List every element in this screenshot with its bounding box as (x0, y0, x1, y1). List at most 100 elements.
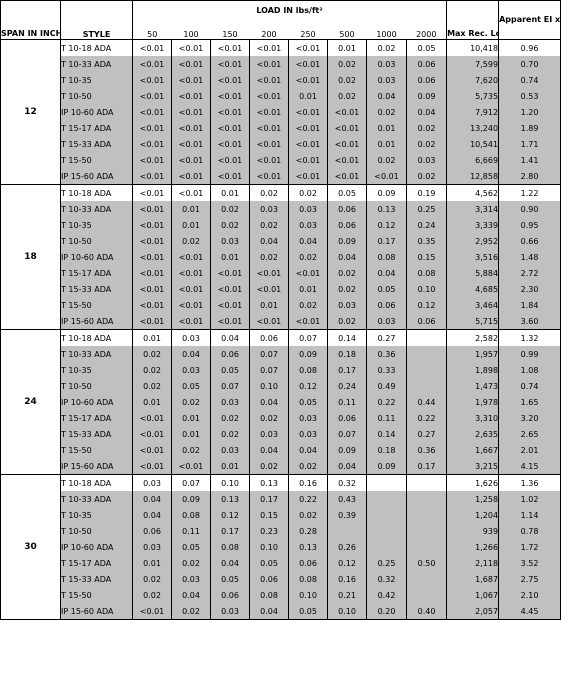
deflection-cell: 0.02 (288, 297, 328, 313)
style-cell: IP 15-60 ADA (60, 603, 133, 620)
deflection-cell: 0.12 (366, 217, 407, 233)
load-header: LOAD IN lbs/ft² (131, 0, 448, 20)
deflection-cell: 0.02 (366, 39, 407, 56)
deflection-cell (405, 539, 448, 555)
deflection-cell: 0.07 (171, 474, 211, 491)
deflection-cell: 0.04 (249, 394, 289, 410)
style-cell: T 10-18 ADA (60, 184, 133, 201)
apparent-ei-cell: 1.41 (498, 152, 562, 168)
deflection-cell: 0.03 (288, 410, 328, 426)
style-cell: IP 10-60 ADA (60, 394, 133, 410)
deflection-cell: 0.02 (327, 265, 367, 281)
deflection-cell: <0.01 (288, 56, 328, 72)
deflection-cell: <0.01 (288, 152, 328, 168)
max-rec-load-cell: 10,541 (446, 136, 500, 152)
style-cell: T 15-17 ADA (60, 120, 133, 136)
deflection-cell: 0.05 (210, 362, 250, 378)
deflection-cell: 0.20 (366, 603, 407, 620)
deflection-cell: 0.49 (366, 378, 407, 394)
deflection-cell: 0.39 (327, 507, 367, 523)
deflection-cell: <0.01 (171, 168, 211, 185)
deflection-cell: 0.07 (288, 329, 328, 346)
header-row-top: SPAN IN INCHES STYLE LOAD IN lbs/ft² Max… (0, 0, 562, 40)
deflection-cell: 0.02 (288, 458, 328, 475)
apparent-ei-cell: 2.30 (498, 281, 562, 297)
deflection-cell: 0.03 (249, 426, 289, 442)
deflection-cell: <0.01 (171, 104, 211, 120)
deflection-cell: <0.01 (249, 120, 289, 136)
max-rec-load-cell: 939 (446, 523, 500, 539)
table-row: T 15-50 <0.01 0.02 0.03 0.04 0.04 0.09 0.18 0.36… (1, 442, 562, 458)
apparent-ei-cell: 1.22 (498, 184, 562, 201)
deflection-cell: <0.01 (210, 297, 250, 313)
deflection-cell: 0.10 (210, 474, 250, 491)
deflection-cell: 0.44 (405, 394, 448, 410)
deflection-cell: 0.03 (249, 201, 289, 217)
load-column-header: 50 (132, 20, 172, 40)
deflection-cell: 0.16 (327, 571, 367, 587)
deflection-cell: 0.06 (132, 523, 172, 539)
deflection-cell: 0.06 (210, 587, 250, 603)
deflection-cell: 0.06 (288, 555, 328, 571)
max-rec-load-cell: 1,266 (446, 539, 500, 555)
deflection-cell: 0.17 (249, 491, 289, 507)
deflection-cell: 0.02 (366, 104, 407, 120)
max-rec-load-cell: 4,562 (446, 184, 500, 201)
deflection-cell: 0.02 (327, 56, 367, 72)
deflection-cell: <0.01 (249, 313, 289, 330)
deflection-cell: <0.01 (288, 313, 328, 330)
deflection-cell: 0.02 (249, 410, 289, 426)
deflection-cell: 0.04 (171, 587, 211, 603)
load-column-header: 150 (210, 20, 250, 40)
max-rec-load-cell: 3,464 (446, 297, 500, 313)
load-column-header: 200 (249, 20, 289, 40)
deflection-cell: 0.06 (249, 571, 289, 587)
max-rec-load-cell: 2,635 (446, 426, 500, 442)
style-cell: T 10-50 (60, 88, 133, 104)
table-row: 30 T 10-18 ADA 0.03 0.07 0.10 0.13 0.16 0.32 1,6… (0, 474, 562, 620)
deflection-cell: <0.01 (132, 104, 172, 120)
style-cell: T 15-33 ADA (60, 136, 133, 152)
apparent-ei-cell: 1.32 (498, 329, 562, 346)
deflection-cell: <0.01 (132, 442, 172, 458)
deflection-cell: <0.01 (249, 56, 289, 72)
deflection-cell: 0.02 (210, 217, 250, 233)
deflection-cell: 0.06 (327, 217, 367, 233)
deflection-cell: 0.02 (249, 217, 289, 233)
style-cell: IP 15-60 ADA (60, 458, 133, 475)
deflection-cell: <0.01 (210, 152, 250, 168)
style-cell: T 10-50 (60, 233, 133, 249)
deflection-cell: 0.25 (366, 555, 407, 571)
deflection-cell: <0.01 (132, 72, 172, 88)
deflection-cell: <0.01 (210, 88, 250, 104)
span-header: SPAN IN INCHES (0, 0, 61, 40)
deflection-cell: <0.01 (132, 603, 172, 620)
deflection-cell: <0.01 (327, 136, 367, 152)
table-row: T 15-50 0.02 0.04 0.06 0.08 0.10 0.21 0.42 1,067… (1, 587, 562, 603)
style-cell: T 15-17 ADA (60, 265, 133, 281)
style-cell: T 10-50 (60, 378, 133, 394)
deflection-cell: 0.04 (327, 249, 367, 265)
deflection-cell: 0.01 (366, 136, 407, 152)
max-rec-load-cell: 1,978 (446, 394, 500, 410)
deflection-cell: 0.01 (249, 297, 289, 313)
deflection-cell: <0.01 (132, 56, 172, 72)
deflection-cell: <0.01 (210, 281, 250, 297)
deflection-cell: 0.03 (366, 72, 407, 88)
style-cell: T 10-50 (60, 523, 133, 539)
deflection-cell: <0.01 (366, 168, 407, 185)
deflection-cell (405, 329, 448, 346)
deflection-cell: 0.04 (132, 491, 172, 507)
max-rec-load-cell: 2,952 (446, 233, 500, 249)
deflection-cell: 0.03 (288, 201, 328, 217)
deflection-cell: 0.12 (405, 297, 448, 313)
deflection-cell: 0.04 (171, 346, 211, 362)
deflection-cell (405, 378, 448, 394)
apparent-ei-cell: 0.70 (498, 56, 562, 72)
apparent-ei-cell: 0.90 (498, 201, 562, 217)
style-cell: T 10-35 (60, 217, 133, 233)
style-cell: T 15-50 (60, 152, 133, 168)
deflection-cell: 0.17 (366, 233, 407, 249)
deflection-cell: <0.01 (327, 152, 367, 168)
deflection-cell: 0.23 (249, 523, 289, 539)
